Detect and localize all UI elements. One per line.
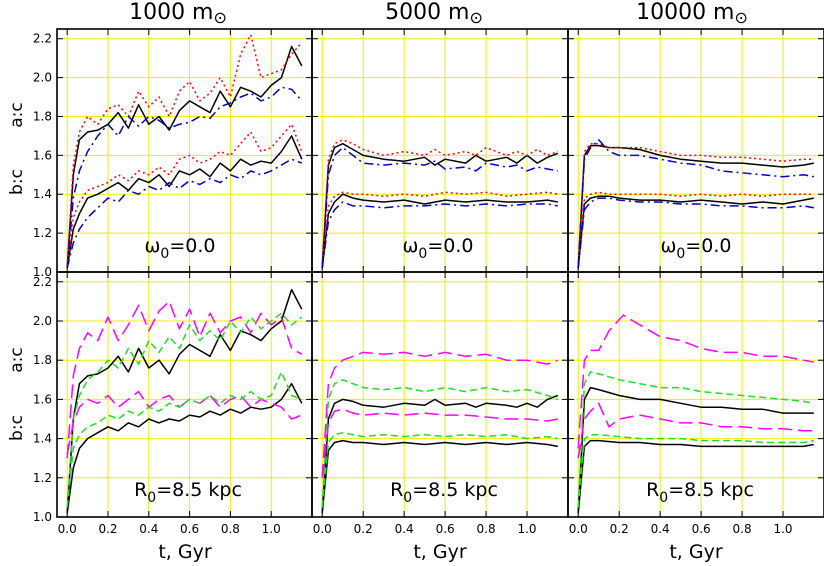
series-line-r1c2-1: [577, 314, 814, 449]
x-tick-label: 0.2: [354, 522, 373, 536]
grid-layer: [57, 29, 824, 517]
series-line-r0c0-4: [66, 123, 303, 267]
annotation-omega-1: ω0=0.0: [145, 235, 216, 262]
y-tick-label: 2.0: [33, 314, 52, 328]
panel-frame: [567, 271, 824, 518]
x-tick-label: 1.0: [773, 522, 792, 536]
column-title-2: 5000 m⊙: [385, 0, 483, 27]
series-line-r0c1-1: [321, 139, 559, 267]
x-tick-label: 0.8: [733, 522, 752, 536]
y-tick-label: 1.6: [33, 148, 52, 162]
series-line-r1c0-3: [66, 382, 303, 514]
column-title-1: 1000 m⊙: [129, 0, 227, 27]
series-line-r0c1-5: [321, 201, 558, 269]
x-tick-label: 0.8: [477, 522, 496, 536]
y-tick-label: 2.2: [33, 275, 52, 289]
series-line-r1c2-3: [577, 439, 814, 514]
series-line-r1c1-5: [321, 431, 558, 508]
y-tick-label: 1.8: [33, 109, 52, 123]
y-tick-label: 1.6: [33, 392, 52, 406]
series-line-r0c0-2: [66, 86, 303, 269]
x-tick-label: 0.4: [395, 522, 414, 536]
column-title-3: 10000 m⊙: [636, 0, 748, 27]
ylabel-top-ac: a:c: [7, 102, 27, 128]
series-line-r0c2-4: [577, 191, 814, 267]
y-tick-label: 1.8: [33, 353, 52, 367]
series-line-r0c2-0: [577, 144, 814, 269]
series-line-r1c0-1: [66, 300, 303, 459]
y-tick-label: 1.2: [33, 226, 52, 240]
y-tick-label: 2.2: [33, 32, 52, 46]
x-tick-label: 0.0: [569, 522, 588, 536]
y-tick-label: 1.0: [33, 510, 52, 524]
series-line-r0c2-2: [577, 139, 814, 269]
series-line-r1c2-5: [577, 433, 814, 508]
series-line-r0c1-2: [321, 146, 558, 269]
x-tick-label: 0.2: [98, 522, 117, 536]
series-line-r0c1-0: [321, 142, 559, 269]
series-line-r1c2-4: [577, 402, 814, 459]
x-tick-label: 0.6: [180, 522, 199, 536]
xlabel-2: t, Gyr: [413, 541, 466, 563]
series-line-r1c2-0: [577, 386, 814, 514]
series-line-r1c1-4: [321, 408, 558, 478]
series-line-r0c0-3: [66, 135, 303, 269]
series-line-r0c0-0: [66, 45, 303, 269]
x-tick-label: 0.4: [651, 522, 670, 536]
annotation-omega-2: ω0=0.0: [403, 235, 474, 262]
y-tick-label: 1.0: [33, 265, 52, 279]
series-line-r1c0-0: [66, 288, 303, 514]
series-line-r0c0-1: [66, 34, 303, 267]
y-tick-label: 1.4: [33, 432, 52, 446]
series-line-r1c1-0: [321, 394, 559, 514]
ylabel-bottom-ac: a:c: [7, 347, 27, 373]
x-tick-label: 0.0: [58, 522, 77, 536]
series-line-r0c2-1: [577, 142, 814, 267]
series-line-r0c2-3: [577, 195, 814, 269]
x-tick-label: 0.2: [610, 522, 629, 536]
x-tick-label: 1.0: [262, 522, 281, 536]
x-tick-label: 1.0: [517, 522, 536, 536]
y-tick-label: 1.4: [33, 187, 52, 201]
annotation-r0-2: R0=8.5 kpc: [390, 479, 498, 506]
y-tick-label: 1.2: [33, 471, 52, 485]
x-tick-label: 0.8: [221, 522, 240, 536]
series-line-r1c1-1: [321, 351, 559, 478]
series-line-r0c1-4: [321, 191, 558, 267]
series-line-r1c0-4: [66, 390, 303, 455]
series-layer: [66, 34, 814, 514]
ylabel-bottom-bc: b:c: [7, 415, 27, 441]
annotation-omega-3: ω0=0.0: [661, 235, 732, 262]
series-line-r0c1-3: [321, 193, 558, 269]
annotation-r0-3: R0=8.5 kpc: [646, 479, 754, 506]
tick-layer: 1.01.21.41.61.82.02.21.01.21.41.61.82.02…: [33, 29, 824, 536]
x-tick-label: 0.0: [313, 522, 332, 536]
series-line-r1c1-2: [321, 379, 559, 508]
series-line-r0c2-5: [577, 197, 814, 269]
frame-layer: [56, 28, 824, 518]
x-tick-label: 0.4: [139, 522, 158, 536]
series-line-r1c1-3: [321, 439, 558, 514]
x-tick-label: 0.6: [692, 522, 711, 536]
xlabel-1: t, Gyr: [158, 541, 211, 563]
ylabel-top-bc: b:c: [7, 169, 27, 195]
annotation-r0-1: R0=8.5 kpc: [134, 479, 242, 506]
series-line-r1c0-5: [66, 371, 303, 508]
xlabel-3: t, Gyr: [669, 541, 722, 563]
series-line-r1c0-2: [66, 312, 303, 508]
series-line-r1c2-2: [577, 371, 814, 508]
x-tick-label: 0.6: [436, 522, 455, 536]
y-tick-label: 2.0: [33, 71, 52, 85]
